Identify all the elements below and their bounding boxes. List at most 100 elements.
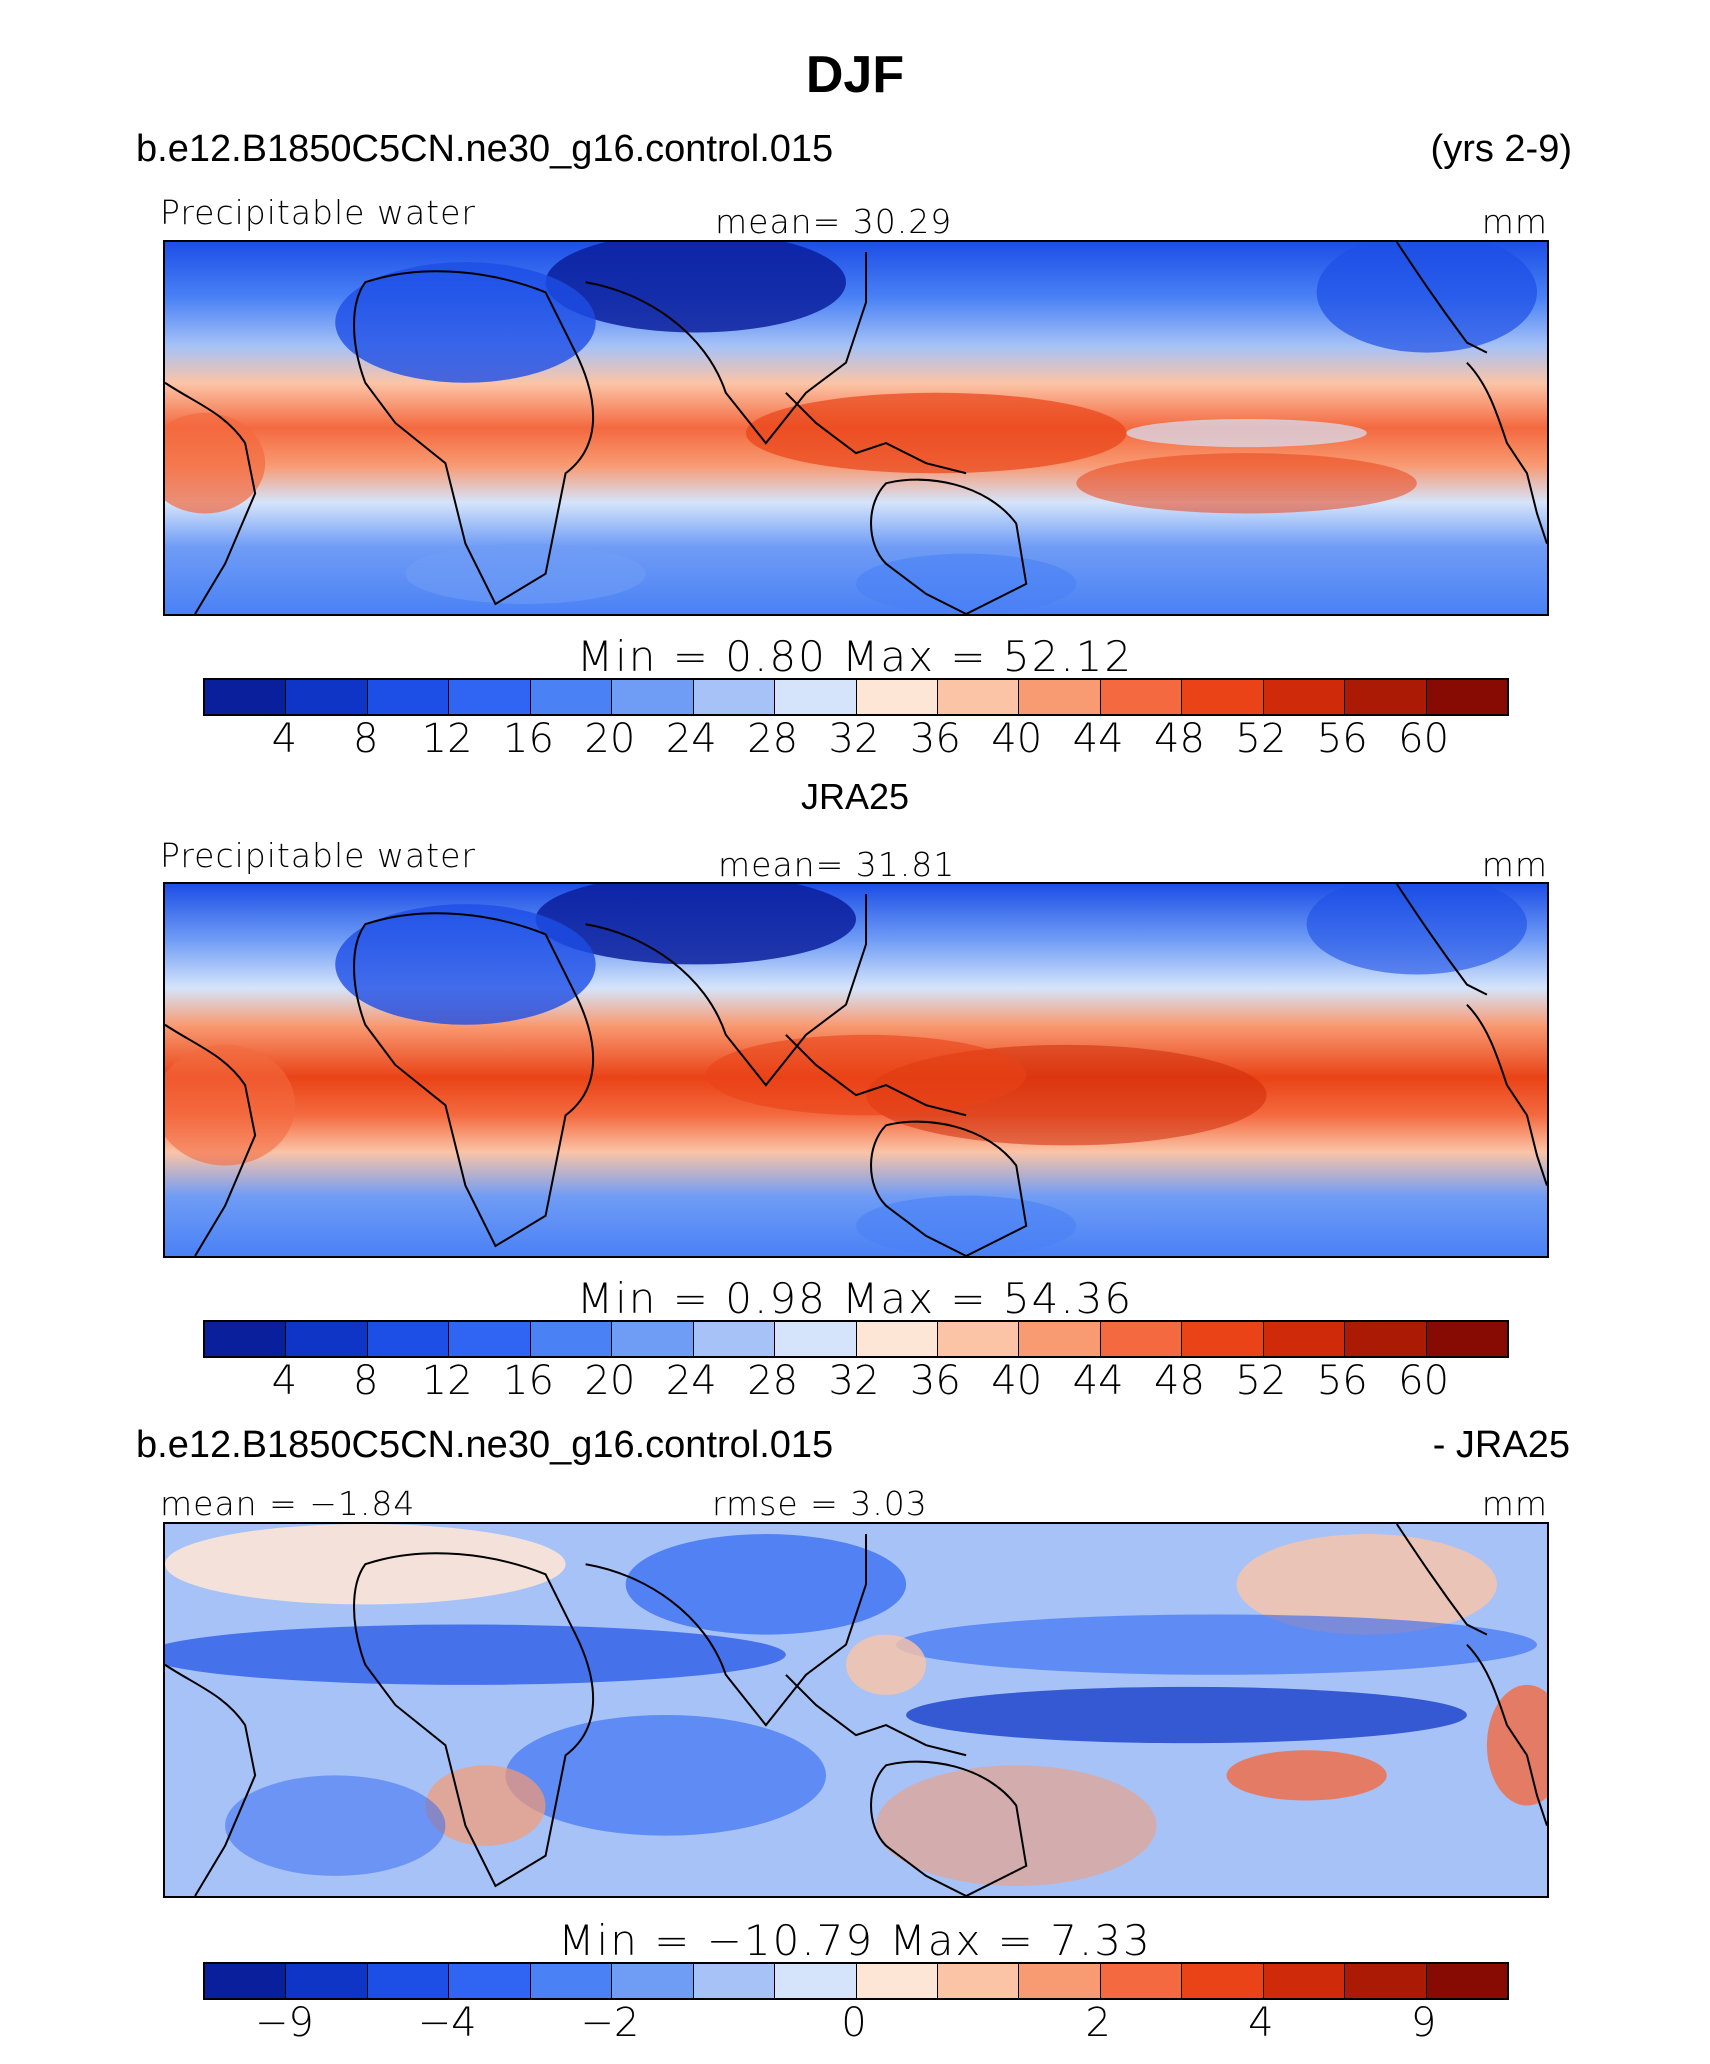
colorbar-swatch (530, 1964, 613, 1998)
colorbar-swatch (856, 1964, 938, 1998)
colorbar-swatch (205, 680, 287, 714)
colorbar-swatch (1100, 1322, 1183, 1356)
panel-1-mean-label: mean= 30.29 (715, 202, 953, 241)
colorbar-tick-label: −9 (254, 2000, 314, 2046)
panel-2-field-label: Precipitable water (160, 836, 476, 875)
colorbar-tick-label: 9 (1410, 2000, 1437, 2046)
panel-1-case-name: b.e12.B1850C5CN.ne30_g16.control.015 (136, 128, 834, 170)
colorbar-swatch (612, 1964, 694, 1998)
colorbar-tick-label: 52 (1235, 716, 1287, 762)
colorbar-swatch (693, 1322, 776, 1356)
colorbar-swatch (1182, 1964, 1264, 1998)
colorbar-swatch (1100, 680, 1183, 714)
colorbar-tick-label: 56 (1316, 1358, 1368, 1404)
colorbar-tick-label: 20 (584, 1358, 636, 1404)
panel-3-minus-label: - JRA25 (1432, 1424, 1570, 1466)
colorbar-swatch (286, 1322, 368, 1356)
colorbar-swatch (286, 680, 368, 714)
colorbar-swatch (856, 1322, 938, 1356)
panel-1-minmax: Min = 0.80 Max = 52.12 (576, 632, 1134, 681)
colorbar-tick-label: 32 (828, 1358, 880, 1404)
panel-3-colorbar (203, 1962, 1509, 2000)
colorbar-swatch (775, 1322, 857, 1356)
colorbar-swatch (205, 1322, 287, 1356)
panel-3-mean-label: mean = −1.84 (160, 1484, 416, 1523)
figure-title: DJF (805, 46, 905, 104)
colorbar-swatch (1019, 1322, 1101, 1356)
colorbar-swatch (530, 1322, 613, 1356)
panel-1-map (163, 240, 1549, 616)
panel-1-colorbar-ticks: 4 8 12 16 20 24 28 32 36 40 44 48 52 56 60 (203, 716, 1505, 762)
colorbar-swatch (449, 1322, 531, 1356)
panel-1-years: (yrs 2-9) (1430, 128, 1572, 170)
colorbar-swatch (449, 680, 531, 714)
colorbar-tick-label: 60 (1398, 716, 1450, 762)
colorbar-tick-label: 60 (1398, 1358, 1450, 1404)
colorbar-tick-label: 44 (1072, 1358, 1124, 1404)
colorbar-swatch (937, 680, 1020, 714)
colorbar-tick-label: 4 (1248, 2000, 1274, 2046)
panel-2-units: mm (1481, 845, 1548, 884)
colorbar-swatch (693, 1964, 776, 1998)
colorbar-tick-label: 56 (1316, 716, 1368, 762)
colorbar-tick-label: 12 (421, 716, 473, 762)
colorbar-tick-label: 4 (271, 716, 298, 762)
colorbar-tick-label: 8 (353, 1358, 379, 1404)
panel-3-map (163, 1522, 1549, 1898)
colorbar-swatch (1426, 680, 1507, 714)
colorbar-swatch (286, 1964, 368, 1998)
panel-2-mean-label: mean= 31.81 (718, 845, 956, 884)
colorbar-swatch (1426, 1322, 1507, 1356)
colorbar-swatch (1345, 680, 1427, 714)
colorbar-swatch (1100, 1964, 1183, 1998)
colorbar-tick-label: 44 (1072, 716, 1124, 762)
colorbar-swatch (612, 1322, 694, 1356)
panel-2-contour-field (165, 884, 1547, 1256)
colorbar-tick-label: 40 (991, 1358, 1043, 1404)
colorbar-swatch (1019, 680, 1101, 714)
panel-2-minmax: Min = 0.98 Max = 54.36 (576, 1274, 1134, 1323)
panel-2-colorbar (203, 1320, 1509, 1358)
panel-3-rmse-label: rmse = 3.03 (712, 1484, 928, 1523)
panel-3-colorbar-ticks: −9 −4 −2 0 2 4 9 (203, 2000, 1505, 2046)
colorbar-tick-label: 24 (665, 1358, 717, 1404)
colorbar-tick-label: 4 (271, 1358, 298, 1404)
colorbar-swatch (1263, 680, 1346, 714)
panel-3-contour-field (165, 1524, 1547, 1896)
colorbar-tick-label: −2 (580, 2000, 640, 2046)
colorbar-tick-label: 16 (503, 1358, 554, 1404)
colorbar-swatch (937, 1964, 1020, 1998)
colorbar-tick-label: 36 (909, 716, 961, 762)
panel-3-case-name: b.e12.B1850C5CN.ne30_g16.control.015 (136, 1424, 834, 1466)
colorbar-swatch (1345, 1322, 1427, 1356)
colorbar-swatch (937, 1322, 1020, 1356)
colorbar-tick-label: 8 (353, 716, 379, 762)
colorbar-tick-label: 52 (1235, 1358, 1287, 1404)
colorbar-swatch (367, 680, 450, 714)
colorbar-tick-label: 20 (584, 716, 636, 762)
colorbar-tick-label: 32 (828, 716, 880, 762)
colorbar-tick-label: 28 (747, 1358, 799, 1404)
colorbar-swatch (1182, 680, 1264, 714)
colorbar-swatch (1019, 1964, 1101, 1998)
colorbar-swatch (856, 680, 938, 714)
panel-3-units: mm (1481, 1484, 1548, 1523)
colorbar-tick-label: 36 (909, 1358, 961, 1404)
colorbar-swatch (449, 1964, 531, 1998)
colorbar-swatch (530, 680, 613, 714)
colorbar-swatch (612, 680, 694, 714)
colorbar-swatch (367, 1964, 450, 1998)
colorbar-swatch (775, 680, 857, 714)
colorbar-swatch (1345, 1964, 1427, 1998)
colorbar-swatch (1426, 1964, 1507, 1998)
colorbar-tick-label: 12 (421, 1358, 473, 1404)
colorbar-tick-label: 48 (1154, 716, 1205, 762)
colorbar-swatch (775, 1964, 857, 1998)
panel-2-map (163, 882, 1549, 1258)
colorbar-tick-label: 16 (503, 716, 554, 762)
panel-2-subtitle: JRA25 (800, 776, 910, 817)
colorbar-tick-label: 48 (1154, 1358, 1205, 1404)
colorbar-tick-label: −4 (417, 2000, 477, 2046)
colorbar-tick-label: 28 (747, 716, 799, 762)
colorbar-swatch (1263, 1964, 1346, 1998)
